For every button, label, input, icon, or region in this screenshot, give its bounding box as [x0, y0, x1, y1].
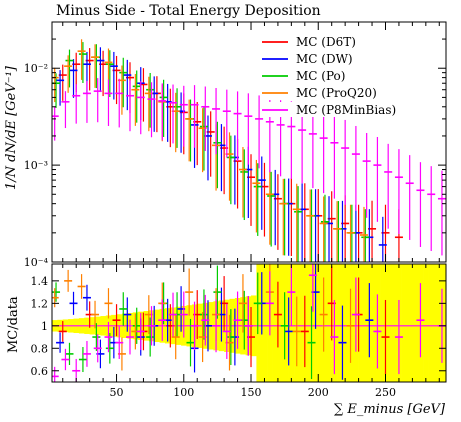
plot-title: Minus Side - Total Energy Deposition: [56, 3, 321, 19]
legend-bg: [260, 68, 420, 83]
main-frame: [51, 21, 447, 263]
main-panel: 10⁻² 10⁻³ 10⁻⁴: [24, 21, 447, 269]
ratio-frame: [51, 263, 447, 383]
legend-bg: [260, 34, 420, 49]
band-segment: [283, 264, 289, 382]
band-segment: [304, 264, 311, 382]
x-tick-label: 100: [173, 386, 194, 399]
band-segment: [256, 264, 263, 382]
ratio-y-tick-label: 1: [41, 320, 48, 333]
x-tick-label: 50: [110, 386, 124, 399]
ratio-series-group: [52, 264, 446, 382]
band-segment: [423, 264, 429, 382]
band-segment: [337, 264, 343, 382]
ratio-y-tick-label: 0.8: [31, 342, 49, 355]
x-axis-label: ∑ E_minus [GeV]: [333, 402, 445, 417]
band-segment: [299, 264, 306, 382]
band-segment: [272, 264, 279, 382]
ratio-panel: 0.6 0.8 1 1.2 1.4 50 100 150 200 250: [31, 22, 447, 399]
x-tick-label: 150: [241, 386, 262, 399]
y-tick-label: 10⁻³: [24, 159, 48, 172]
band-segment: [326, 264, 332, 382]
legend-bg: [260, 102, 420, 117]
legend: MC (D6T) MC (DW) MC (Po) MC (ProQ20) MC (P8M…: [260, 34, 420, 117]
band-segment: [363, 264, 370, 382]
legend-bg: [260, 51, 420, 66]
band-segment: [369, 264, 376, 382]
y-tick-label: 10⁻²: [24, 62, 48, 75]
band-segment: [342, 264, 349, 382]
band-segment: [315, 264, 322, 382]
band-segment: [433, 264, 440, 382]
band-segment: [444, 264, 446, 382]
band-segment: [412, 264, 419, 382]
ratio-y-tick-label: 1.4: [31, 275, 49, 288]
y-tick-label: 10⁻⁴: [24, 256, 49, 269]
x-tick-label: 250: [375, 386, 396, 399]
band-segment: [358, 264, 365, 382]
legend-label: MC (Po): [296, 69, 345, 83]
band-segment: [277, 264, 284, 382]
band-segment: [261, 264, 268, 382]
band-segment: [310, 264, 316, 382]
band-segment: [428, 264, 435, 382]
band-segment: [385, 264, 392, 382]
series-group: [52, 39, 446, 262]
x-tick-label: 200: [308, 386, 329, 399]
band-segment: [401, 264, 408, 382]
band-segment: [407, 264, 413, 382]
legend-label: MC (DW): [296, 52, 353, 66]
ratio-y-tick-label: 1.2: [31, 297, 49, 310]
legend-bg: [260, 85, 420, 100]
legend-label: MC (D6T): [296, 35, 356, 49]
ratio-y-tick-label: 0.6: [31, 365, 49, 378]
band-segment: [390, 264, 397, 382]
band-segment: [380, 264, 386, 382]
legend-label: MC (ProQ20): [296, 86, 377, 100]
legend-label: MC (P8MinBias): [296, 103, 396, 117]
